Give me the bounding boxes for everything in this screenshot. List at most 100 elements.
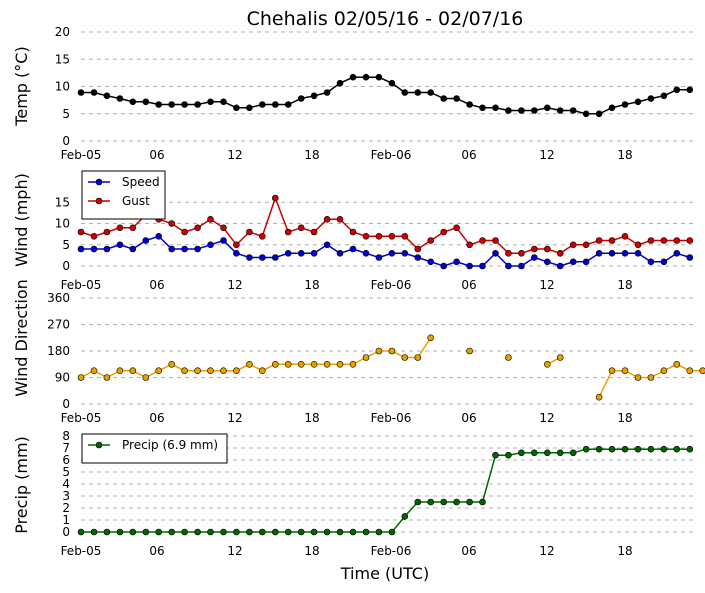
data-point xyxy=(194,224,201,232)
data-point xyxy=(634,445,642,453)
y-tick-label: 10 xyxy=(55,80,70,94)
data-point xyxy=(103,374,111,381)
data-point xyxy=(634,98,642,106)
data-point xyxy=(362,528,370,536)
data-point xyxy=(168,245,175,253)
y-tick-label: 15 xyxy=(55,52,70,66)
data-point xyxy=(142,98,150,106)
data-point xyxy=(621,367,629,375)
data-point xyxy=(90,89,98,96)
data-point xyxy=(543,360,551,368)
data-point xyxy=(168,360,175,368)
y-tick-label: 7 xyxy=(62,441,70,455)
data-point xyxy=(271,254,279,261)
data-point xyxy=(233,241,240,249)
data-point xyxy=(336,250,344,257)
y-tick-label: 8 xyxy=(62,429,70,443)
data-point xyxy=(258,528,266,536)
data-point xyxy=(233,250,240,257)
data-point xyxy=(634,374,642,381)
x-tick-label: Feb-05 xyxy=(61,148,102,162)
data-point xyxy=(660,367,668,375)
data-point xyxy=(103,92,111,100)
data-point xyxy=(621,101,629,108)
data-point xyxy=(518,449,525,457)
data-point xyxy=(284,101,292,108)
data-point xyxy=(375,347,383,355)
x-axis-label: Time (UTC) xyxy=(340,564,429,583)
data-point xyxy=(323,528,331,536)
data-point xyxy=(181,528,188,536)
data-point xyxy=(116,224,124,232)
data-point xyxy=(310,250,318,257)
data-point xyxy=(207,241,214,249)
data-point xyxy=(388,528,396,536)
data-point xyxy=(595,110,603,118)
data-point xyxy=(427,258,435,266)
data-point xyxy=(181,367,188,375)
data-point xyxy=(595,445,603,453)
legend-marker xyxy=(95,441,103,449)
data-point xyxy=(647,95,655,102)
x-tick-label: 06 xyxy=(149,148,164,162)
data-point xyxy=(103,528,111,536)
data-point xyxy=(388,233,396,240)
data-point xyxy=(582,241,590,249)
data-point xyxy=(271,101,279,108)
legend-marker xyxy=(95,178,103,186)
data-point xyxy=(440,498,448,506)
x-tick-label: 12 xyxy=(227,411,242,425)
data-point xyxy=(414,354,422,361)
y-tick-label: 10 xyxy=(55,217,70,231)
x-tick-label: 06 xyxy=(461,148,476,162)
data-point xyxy=(530,449,538,457)
legend-marker xyxy=(95,197,103,205)
y-tick-label: 20 xyxy=(55,25,70,39)
legend-label: Precip (6.9 mm) xyxy=(122,438,218,452)
y-tick-label: 360 xyxy=(47,291,70,305)
data-point xyxy=(414,254,422,261)
y-tick-label: 0 xyxy=(62,134,70,148)
series-3-1 xyxy=(77,334,705,401)
data-point xyxy=(401,513,409,520)
data-point xyxy=(207,98,214,106)
data-point xyxy=(233,367,240,375)
x-tick-label: 12 xyxy=(227,544,242,558)
data-point xyxy=(505,354,512,361)
x-tick-label: 12 xyxy=(539,278,554,292)
data-point xyxy=(660,258,668,266)
data-point xyxy=(440,262,448,270)
data-point xyxy=(556,449,564,457)
data-point xyxy=(453,224,460,232)
data-point xyxy=(271,194,279,202)
data-point xyxy=(582,258,590,266)
data-point xyxy=(77,528,85,536)
y-tick-label: 4 xyxy=(62,477,70,491)
data-point xyxy=(194,367,201,375)
y-tick-label: 6 xyxy=(62,453,70,467)
x-tick-label: Feb-05 xyxy=(61,278,102,292)
data-point xyxy=(90,528,98,536)
x-tick-label: 18 xyxy=(617,411,632,425)
data-point xyxy=(543,258,551,266)
data-point xyxy=(699,367,705,374)
data-point xyxy=(543,245,551,253)
data-point xyxy=(362,73,370,81)
data-point xyxy=(310,228,318,236)
series-line xyxy=(598,363,705,398)
series-gust xyxy=(77,194,694,257)
data-point xyxy=(686,367,694,375)
data-point xyxy=(336,216,344,223)
x-tick-label: Feb-06 xyxy=(371,278,412,292)
data-point xyxy=(258,254,266,261)
data-point xyxy=(349,73,357,81)
data-point xyxy=(103,245,111,253)
data-point xyxy=(194,245,201,253)
legend-box xyxy=(81,433,228,464)
data-point xyxy=(297,360,305,368)
data-point xyxy=(388,347,396,355)
data-point xyxy=(220,367,227,375)
data-point xyxy=(246,254,253,261)
